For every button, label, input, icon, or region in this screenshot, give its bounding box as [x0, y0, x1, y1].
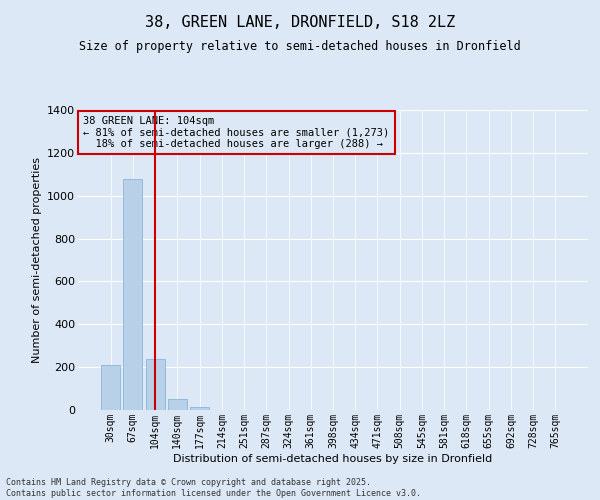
Text: Contains HM Land Registry data © Crown copyright and database right 2025.
Contai: Contains HM Land Registry data © Crown c…: [6, 478, 421, 498]
X-axis label: Distribution of semi-detached houses by size in Dronfield: Distribution of semi-detached houses by …: [173, 454, 493, 464]
Bar: [124, 178, 142, 410]
Text: Size of property relative to semi-detached houses in Dronfield: Size of property relative to semi-detach…: [79, 40, 521, 53]
Bar: [101, 365, 120, 410]
Y-axis label: Number of semi-detached properties: Number of semi-detached properties: [32, 157, 41, 363]
Text: 38 GREEN LANE: 104sqm
← 81% of semi-detached houses are smaller (1,273)
  18% of: 38 GREEN LANE: 104sqm ← 81% of semi-deta…: [83, 116, 389, 149]
Bar: [168, 400, 187, 410]
Bar: [190, 407, 209, 410]
Text: 38, GREEN LANE, DRONFIELD, S18 2LZ: 38, GREEN LANE, DRONFIELD, S18 2LZ: [145, 15, 455, 30]
Bar: [146, 358, 164, 410]
